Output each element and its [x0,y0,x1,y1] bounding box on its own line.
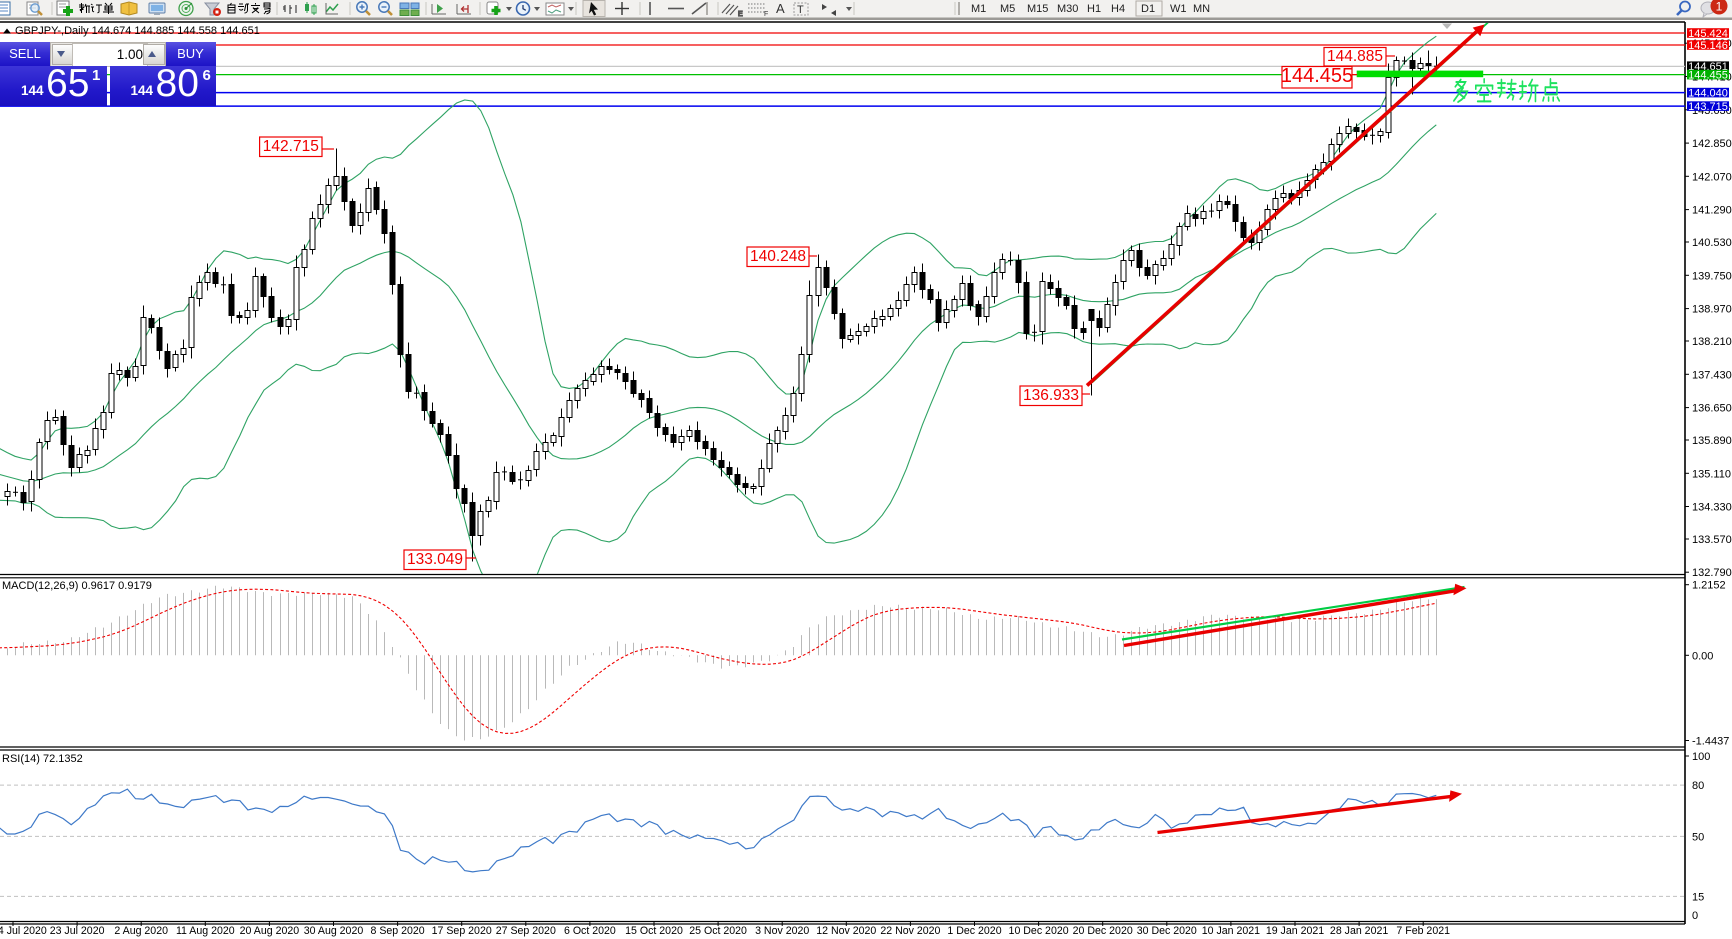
svg-text:W1: W1 [1170,3,1187,15]
svg-text:140.530: 140.530 [1692,237,1732,249]
svg-text:7 Feb 2021: 7 Feb 2021 [1396,925,1450,937]
svg-text:A: A [776,1,785,16]
svg-text:1 Dec 2020: 1 Dec 2020 [947,925,1001,937]
svg-text:M30: M30 [1057,3,1078,15]
svg-text:12 Nov 2020: 12 Nov 2020 [816,925,876,937]
svg-text:140.248: 140.248 [750,248,806,265]
svg-text:134.330: 134.330 [1692,502,1732,514]
svg-text:2 Aug 2020: 2 Aug 2020 [114,925,168,937]
svg-text:14 Jul 2020: 14 Jul 2020 [0,925,47,937]
svg-text:145.146: 145.146 [1688,40,1728,52]
svg-text:133.049: 133.049 [407,551,463,568]
svg-text:143.715: 143.715 [1688,101,1728,113]
svg-text:11 Aug 2020: 11 Aug 2020 [176,925,235,937]
svg-text:GBPJPY-,Daily 144.674 144.885: GBPJPY-,Daily 144.674 144.885 144.558 14… [15,25,260,37]
svg-text:-1.4437: -1.4437 [1692,736,1729,748]
svg-text:144.455: 144.455 [1281,65,1353,87]
svg-text:D1: D1 [1141,3,1155,15]
svg-text:H4: H4 [1111,3,1125,15]
svg-text:138.210: 138.210 [1692,336,1732,348]
svg-text:MACD(12,26,9) 0.9617 0.9179: MACD(12,26,9) 0.9617 0.9179 [2,580,152,592]
svg-text:135.110: 135.110 [1692,468,1731,480]
svg-text:E: E [738,11,743,18]
svg-text:10 Dec 2020: 10 Dec 2020 [1009,925,1069,937]
svg-text:20 Dec 2020: 20 Dec 2020 [1073,925,1133,937]
svg-text:50: 50 [1692,831,1704,843]
svg-text:136.933: 136.933 [1023,387,1079,404]
svg-text:3 Nov 2020: 3 Nov 2020 [755,925,809,937]
svg-text:100: 100 [1692,751,1710,763]
svg-text:15: 15 [1692,891,1704,903]
svg-text:144.885: 144.885 [1327,48,1383,65]
svg-text:142.850: 142.850 [1692,138,1732,150]
svg-text:22 Nov 2020: 22 Nov 2020 [880,925,940,937]
svg-text:0.00: 0.00 [1692,650,1713,662]
svg-text:1.2152: 1.2152 [1692,580,1726,592]
svg-text:141.290: 141.290 [1692,205,1732,217]
svg-text:17 Sep 2020: 17 Sep 2020 [432,925,492,937]
svg-text:H1: H1 [1087,3,1101,15]
svg-text:138.970: 138.970 [1692,304,1732,316]
svg-text:6 Oct 2020: 6 Oct 2020 [564,925,616,937]
svg-text:30 Dec 2020: 30 Dec 2020 [1137,925,1197,937]
svg-text:136.650: 136.650 [1692,403,1732,415]
svg-text:10 Jan 2021: 10 Jan 2021 [1202,925,1260,937]
svg-text:139.750: 139.750 [1692,270,1732,282]
svg-text:30 Aug 2020: 30 Aug 2020 [304,925,364,937]
svg-text:142.715: 142.715 [263,138,319,155]
svg-text:20 Aug 2020: 20 Aug 2020 [240,925,300,937]
svg-text:142.070: 142.070 [1692,171,1732,183]
svg-text:25 Oct 2020: 25 Oct 2020 [689,925,747,937]
svg-text:1: 1 [1716,0,1723,14]
svg-text:RSI(14) 72.1352: RSI(14) 72.1352 [2,753,83,765]
svg-text:19 Jan 2021: 19 Jan 2021 [1266,925,1324,937]
svg-text:8 Sep 2020: 8 Sep 2020 [370,925,424,937]
svg-text:0: 0 [1692,910,1698,922]
svg-text:M5: M5 [1000,3,1015,15]
svg-text:144.040: 144.040 [1688,88,1728,100]
svg-text:133.570: 133.570 [1692,534,1732,546]
svg-text:28 Jan 2021: 28 Jan 2021 [1330,925,1388,937]
svg-text:23 Jul 2020: 23 Jul 2020 [50,925,105,937]
svg-text:27 Sep 2020: 27 Sep 2020 [496,925,556,937]
svg-text:132.790: 132.790 [1692,567,1732,579]
svg-text:135.890: 135.890 [1692,435,1732,447]
svg-text:80: 80 [1692,780,1704,792]
svg-text:144.455: 144.455 [1688,70,1728,82]
svg-text:M1: M1 [971,3,986,15]
svg-text:M15: M15 [1027,3,1048,15]
svg-text:137.430: 137.430 [1692,369,1732,381]
svg-text:145.424: 145.424 [1688,28,1728,40]
svg-text:F: F [764,11,768,18]
svg-text:15 Oct 2020: 15 Oct 2020 [625,925,683,937]
svg-text:MN: MN [1193,3,1210,15]
svg-text:T: T [797,4,804,16]
